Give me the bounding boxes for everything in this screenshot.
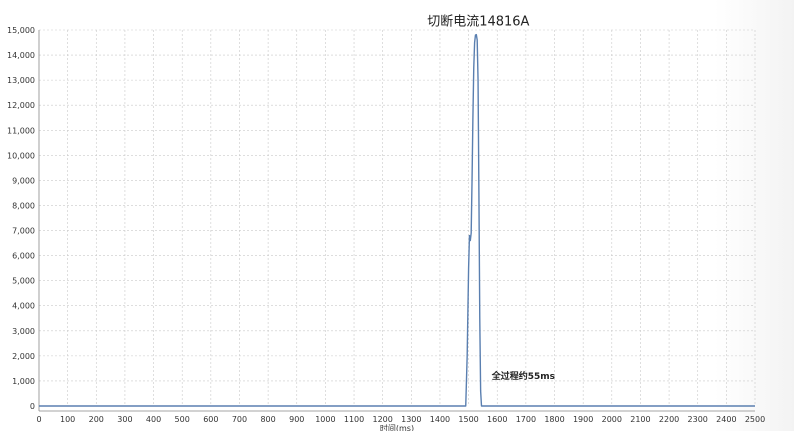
- x-tick-label: 900: [289, 415, 304, 424]
- x-tick-label: 200: [89, 415, 104, 424]
- series-line: [39, 33, 755, 407]
- y-tick-label: 3,000: [12, 327, 35, 336]
- x-tick-label: 0: [36, 415, 41, 424]
- series: [39, 33, 755, 407]
- x-tick-label: 600: [203, 415, 218, 424]
- y-tick-label: 5,000: [12, 277, 35, 286]
- y-tick-label: 11,000: [7, 126, 35, 135]
- x-tick-label: 2400: [716, 415, 736, 424]
- y-tick-label: 8,000: [12, 201, 35, 210]
- grid: [39, 29, 756, 406]
- x-tick-label: 1800: [544, 415, 564, 424]
- x-axis-title: 时间(ms): [380, 423, 414, 431]
- x-tick-label: 1500: [458, 415, 478, 424]
- x-tick-label: 1300: [401, 415, 421, 424]
- x-tick-label: 1100: [344, 415, 364, 424]
- x-tick-label: 1400: [430, 415, 450, 424]
- y-tick-label: 7,000: [12, 227, 35, 236]
- y-tick-label: 4,000: [12, 302, 35, 311]
- x-tick-label: 2300: [688, 415, 708, 424]
- x-tick-label: 1000: [315, 415, 335, 424]
- x-tick-label: 1700: [516, 415, 536, 424]
- y-tick-label: 12,000: [7, 101, 35, 110]
- y-tick-label: 13,000: [7, 76, 35, 85]
- x-tick-label: 2000: [602, 415, 622, 424]
- y-tick-label: 1,000: [12, 377, 35, 386]
- y-tick-label: 15,000: [7, 26, 35, 35]
- duration-annotation: 全过程约55ms: [491, 370, 555, 382]
- y-tick-label: 6,000: [12, 252, 35, 261]
- x-tick-label: 500: [175, 415, 190, 424]
- annotations: 切断电流14816A 全过程约55ms: [427, 15, 555, 382]
- x-tick-label: 1900: [573, 415, 593, 424]
- peak-annotation: 切断电流14816A: [427, 15, 529, 30]
- x-tick-label: 2500: [745, 415, 765, 424]
- y-tick-label: 0: [30, 402, 35, 411]
- y-tick-label: 10,000: [7, 151, 35, 160]
- x-tick-label: 800: [260, 415, 275, 424]
- x-tick-label: 700: [232, 415, 247, 424]
- x-tick-label: 100: [60, 415, 75, 424]
- x-tick-labels: 0 100 200 300 400 500 600 700 800 900 1000 1100 1200…: [36, 415, 765, 424]
- x-tick-label: 2100: [630, 415, 650, 424]
- y-tick-label: 2,000: [12, 352, 35, 361]
- x-tick-label: 2200: [659, 415, 679, 424]
- y-tick-labels: 0 1,000 2,000 3,000 4,000 5,000 6,000 7,000 8,00…: [7, 26, 35, 411]
- x-tick-label: 300: [117, 415, 132, 424]
- x-tick-label: 1600: [487, 415, 507, 424]
- y-tick-label: 9,000: [12, 176, 35, 185]
- x-tick-label: 1200: [373, 415, 393, 424]
- y-tick-label: 14,000: [7, 51, 35, 60]
- axes: [38, 30, 755, 412]
- x-tick-label: 400: [146, 415, 161, 424]
